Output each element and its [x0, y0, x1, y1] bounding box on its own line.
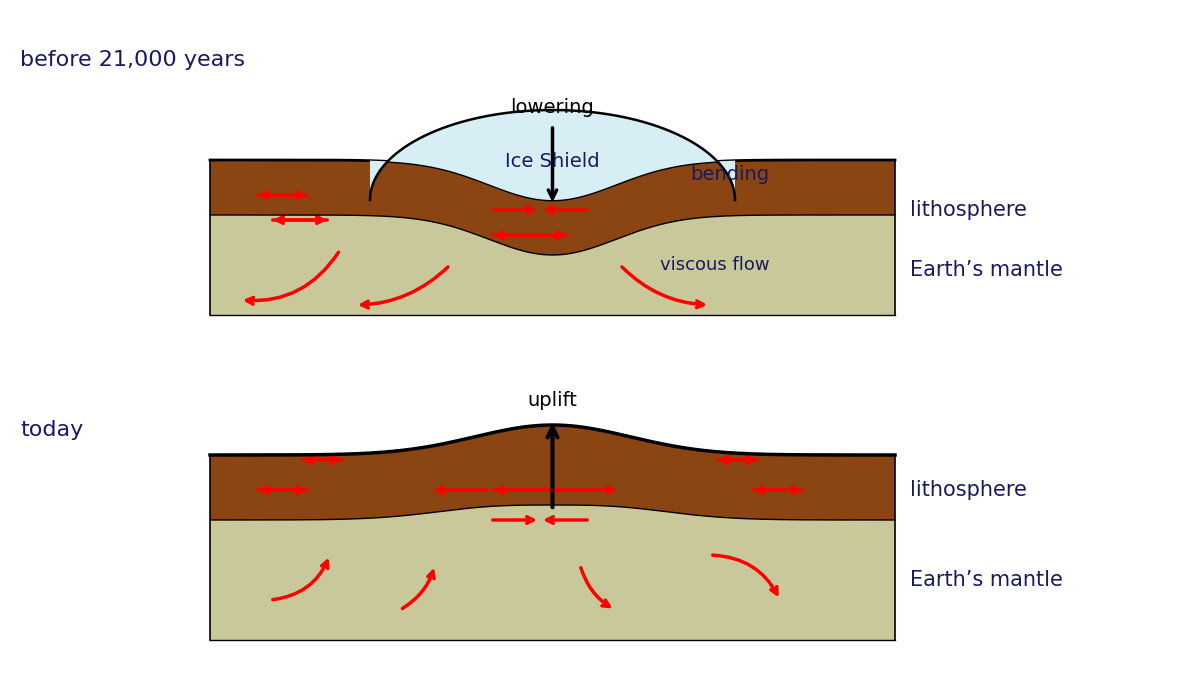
Text: viscous flow: viscous flow [660, 256, 769, 274]
Polygon shape [210, 215, 895, 315]
Polygon shape [210, 505, 895, 640]
Text: lithosphere: lithosphere [910, 480, 1027, 500]
Text: lowering: lowering [511, 98, 594, 117]
Text: bending: bending [690, 166, 769, 184]
Polygon shape [210, 160, 895, 255]
Text: Earth’s mantle: Earth’s mantle [910, 570, 1063, 590]
Text: lithosphere: lithosphere [910, 200, 1027, 220]
Text: Ice Shield: Ice Shield [505, 153, 600, 171]
Polygon shape [210, 425, 895, 520]
Text: before 21,000 years: before 21,000 years [20, 50, 245, 70]
Text: Earth’s mantle: Earth’s mantle [910, 260, 1063, 280]
Polygon shape [370, 110, 734, 200]
Text: today: today [20, 420, 83, 440]
Text: uplift: uplift [528, 391, 577, 410]
